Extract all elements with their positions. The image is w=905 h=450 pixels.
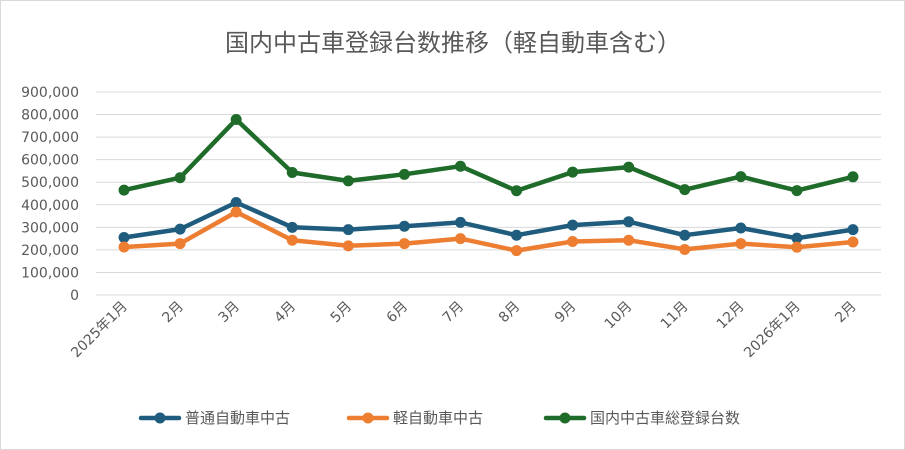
x-tick-label: 2月 [832, 299, 860, 327]
x-tick-label: 5月 [328, 299, 356, 327]
data-point [454, 233, 466, 245]
data-point [791, 241, 803, 253]
data-point [679, 229, 691, 241]
legend-item: 国内中古車総登録台数 [543, 409, 740, 427]
data-point [342, 240, 354, 252]
data-point [398, 238, 410, 250]
x-tick-label: 2026年1月 [741, 299, 804, 362]
x-tick-label: 4月 [272, 299, 300, 327]
series-3 [118, 114, 859, 197]
legend-swatch-marker [559, 412, 571, 424]
data-point [230, 197, 242, 209]
data-point [230, 206, 242, 218]
y-tick-label: 300,000 [21, 220, 79, 236]
data-point [118, 241, 130, 253]
y-axis-ticks: 0 100,000 200,000 300,000 400,000 500,000 600,… [21, 85, 79, 304]
data-point [118, 231, 130, 243]
data-point [174, 172, 186, 184]
data-point [567, 236, 579, 248]
legend-swatch-marker [362, 412, 374, 424]
legend: 普通自動車中古 軽自動車中古 国内中古車総登録台数 [138, 409, 740, 427]
y-tick-label: 600,000 [21, 153, 79, 169]
x-tick-label: 7月 [440, 299, 468, 327]
data-point [342, 224, 354, 236]
data-point [735, 238, 747, 250]
data-point [230, 114, 242, 126]
legend-item: 普通自動車中古 [138, 409, 290, 427]
series-line [121, 209, 856, 253]
data-point [791, 185, 803, 197]
data-point [398, 220, 410, 232]
gridlines [96, 91, 881, 296]
y-tick-label: 0 [70, 288, 79, 304]
y-tick-label: 700,000 [21, 130, 79, 146]
y-tick-label: 900,000 [21, 85, 79, 101]
data-point [847, 171, 859, 183]
series-2 [118, 206, 859, 257]
series-line [121, 117, 856, 194]
data-point [342, 175, 354, 187]
data-point [286, 167, 298, 179]
data-point [567, 166, 579, 178]
series-lines [118, 114, 859, 257]
data-point [847, 224, 859, 236]
data-point [454, 216, 466, 228]
x-tick-label: 2025年1月 [68, 299, 131, 362]
x-tick-label: 11月 [658, 299, 692, 333]
x-tick-label: 9月 [552, 299, 580, 327]
data-point [511, 229, 523, 241]
x-tick-label: 6月 [384, 299, 412, 327]
data-point [679, 184, 691, 196]
data-point [623, 216, 635, 228]
data-point [623, 161, 635, 173]
legend-label: 国内中古車総登録台数 [590, 409, 740, 427]
data-point [174, 238, 186, 250]
x-tick-label: 3月 [215, 299, 243, 327]
y-tick-label: 500,000 [21, 175, 79, 191]
data-point [118, 184, 130, 196]
legend-label: 普通自動車中古 [185, 409, 290, 427]
series-line [121, 200, 856, 241]
data-point [735, 171, 747, 183]
legend-swatch-marker [154, 412, 166, 424]
data-point [511, 185, 523, 197]
y-tick-label: 100,000 [21, 265, 79, 281]
data-point [511, 245, 523, 257]
y-tick-label: 200,000 [21, 243, 79, 259]
data-point [735, 222, 747, 234]
legend-label: 軽自動車中古 [393, 409, 483, 427]
chart-title: 国内中古車登録台数推移（軽自動車含む） [225, 29, 681, 57]
data-point [286, 234, 298, 246]
legend-item: 軽自動車中古 [346, 409, 483, 427]
data-point [174, 223, 186, 235]
data-point [398, 168, 410, 180]
data-point [454, 160, 466, 172]
y-tick-label: 800,000 [21, 108, 79, 124]
series-1 [118, 197, 859, 244]
data-point [679, 243, 691, 255]
data-point [623, 234, 635, 246]
x-tick-label: 8月 [496, 299, 524, 327]
data-point [791, 232, 803, 244]
x-tick-label: 10月 [602, 299, 636, 333]
data-point [567, 219, 579, 231]
y-tick-label: 400,000 [21, 198, 79, 214]
data-point [286, 221, 298, 233]
x-tick-label: 2月 [159, 299, 187, 327]
data-point [847, 236, 859, 248]
x-tick-label: 12月 [714, 299, 748, 333]
